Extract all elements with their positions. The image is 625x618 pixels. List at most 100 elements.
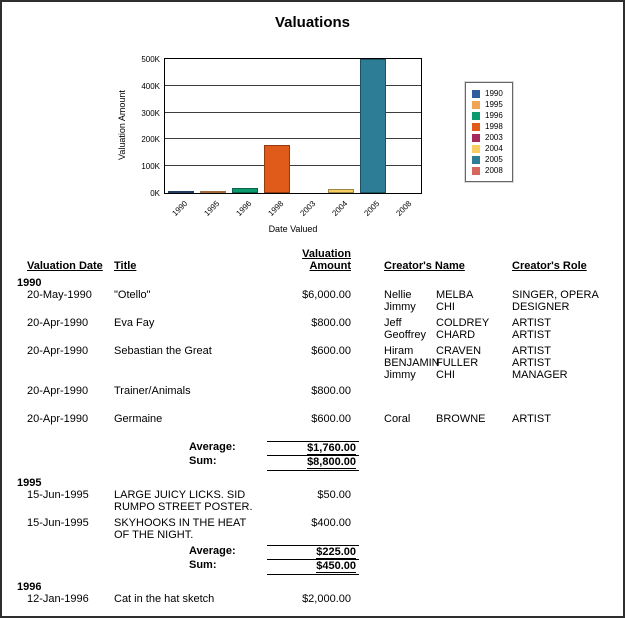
bar-1990 xyxy=(168,191,194,193)
table-row: 15-Jun-1995 SKYHOOKS IN THE HEAT OF THE N… xyxy=(17,517,608,541)
legend-swatch xyxy=(472,166,480,175)
y-axis-title: Valuation Amount xyxy=(117,90,127,160)
cell-creator-roles: ARTIST ARTIST MANAGER xyxy=(512,345,608,381)
creator-last-name: COLDREY xyxy=(436,317,490,329)
cell-valuation-amount: $2,000.00 xyxy=(302,593,351,605)
y-tick-100K: 100K xyxy=(141,162,160,172)
cell-valuation-amount: $600.00 xyxy=(311,413,351,425)
creator-name-line: Hiram CRAVEN xyxy=(384,345,512,357)
legend-label: 2005 xyxy=(485,155,503,164)
creator-role-line: ARTIST xyxy=(512,357,551,369)
cell-creator-names: Nellie MELBA Jimmy CHI xyxy=(384,289,512,313)
legend-item-2004: 2004 xyxy=(472,143,503,154)
sum-value: $8,800.00 xyxy=(267,455,359,471)
legend-item-2003: 2003 xyxy=(472,132,503,143)
group-summary: Average: $225.00 Sum: $450.00 xyxy=(17,545,608,575)
cell-valuation-date: 20-May-1990 xyxy=(27,289,92,301)
legend-label: 1990 xyxy=(485,89,503,98)
cell-valuation-amount: $800.00 xyxy=(311,385,351,397)
y-tick-400K: 400K xyxy=(141,81,160,91)
cell-valuation-date: 15-Jun-1995 xyxy=(27,489,89,501)
header-creator-name: Creator's Name xyxy=(384,260,465,272)
group-year-label: 1995 xyxy=(17,477,42,489)
average-value-text: $1,760.00 xyxy=(307,442,356,455)
legend-label: 2004 xyxy=(485,144,503,153)
creator-name-line: Jeff COLDREY xyxy=(384,317,512,329)
average-row: Average: $1,760.00 xyxy=(17,441,608,455)
table-row: 20-May-1990 "Otello" $6,000.00 Nellie MELBA J… xyxy=(17,289,608,313)
creator-name-line: Nellie MELBA xyxy=(384,289,512,301)
legend-swatch xyxy=(472,89,480,98)
header-valuation-amount: Valuation Amount xyxy=(302,248,351,272)
legend-swatch xyxy=(472,133,480,142)
creator-role-line: SINGER, OPERA xyxy=(512,289,599,301)
average-value: $225.00 xyxy=(267,545,359,559)
sum-label: Sum: xyxy=(189,455,217,467)
legend-label: 1998 xyxy=(485,122,503,131)
creator-role-line: ARTIST xyxy=(512,329,551,341)
cell-creator-names: Coral BROWNE xyxy=(384,413,512,437)
average-value: $1,760.00 xyxy=(267,441,359,455)
y-tick-300K: 300K xyxy=(141,108,160,118)
sum-row: Sum: $450.00 xyxy=(17,559,608,575)
cell-creator-roles xyxy=(512,489,608,513)
cell-creator-roles: ARTIST xyxy=(512,413,608,437)
x-tick-1996: 1996 xyxy=(234,199,254,218)
bar-2004 xyxy=(328,189,354,193)
cell-valuation-amount: $800.00 xyxy=(311,317,351,329)
group-year-label: 1996 xyxy=(17,581,42,593)
cell-creator-roles: ARTIST ARTIST xyxy=(512,317,608,341)
creator-role-line: ARTIST xyxy=(512,345,551,357)
x-tick-1998: 1998 xyxy=(266,199,286,218)
legend-label: 1995 xyxy=(485,100,503,109)
table-row: 15-Jun-1995 LARGE JUICY LICKS. SID RUMPO … xyxy=(17,489,608,513)
legend-item-2005: 2005 xyxy=(472,154,503,165)
creator-last-name: CHI xyxy=(436,301,455,313)
creator-last-name: CHI xyxy=(436,369,455,381)
table-body: 1990 20-May-1990 "Otello" $6,000.00 Nellie ME… xyxy=(17,277,608,616)
y-tick-0K: 0K xyxy=(150,189,160,198)
cell-spacer xyxy=(354,413,384,437)
cell-valuation-date: 20-Apr-1990 xyxy=(27,317,89,329)
cell-creator-roles xyxy=(512,593,608,616)
group-year-label: 1990 xyxy=(17,277,42,289)
x-tick-2008: 2008 xyxy=(394,199,414,218)
creator-role-line: ARTIST xyxy=(512,413,551,425)
sum-row: Sum: $8,800.00 xyxy=(17,455,608,471)
x-tick-2004: 2004 xyxy=(330,199,350,218)
table-row: 20-Apr-1990 Trainer/Animals $800.00 xyxy=(17,385,608,409)
cell-valuation-amount: $600.00 xyxy=(311,345,351,357)
table-row: 12-Jan-1996 Cat in the hat sketch $2,000.0… xyxy=(17,593,608,616)
bar-1998 xyxy=(264,145,290,193)
y-tick-200K: 200K xyxy=(141,135,160,145)
y-tick-500K: 500K xyxy=(141,55,160,64)
creator-name-line: Jimmy CHI xyxy=(384,301,512,313)
legend-swatch xyxy=(472,111,480,120)
creator-role-line: MANAGER xyxy=(512,369,568,381)
cell-creator-names xyxy=(384,385,512,409)
legend-item-1996: 1996 xyxy=(472,110,503,121)
cell-creator-names: Jeff COLDREY Geoffrey CHARD xyxy=(384,317,512,341)
cell-valuation-date: 15-Jun-1995 xyxy=(27,517,89,529)
chart-title: Valuations xyxy=(274,14,351,31)
legend-label: 1996 xyxy=(485,111,503,120)
creator-first-name: Geoffrey xyxy=(384,329,426,341)
cell-title: Cat in the hat sketch xyxy=(114,593,215,605)
cell-valuation-amount: $6,000.00 xyxy=(302,289,351,301)
legend-label: 2003 xyxy=(485,133,503,142)
x-axis-title: Date Valued xyxy=(268,224,318,234)
cell-valuation-date: 20-Apr-1990 xyxy=(27,385,89,397)
cell-creator-names xyxy=(384,593,512,616)
creator-last-name: BROWNE xyxy=(436,413,486,425)
valuations-table: Valuation Date Title Valuation Amount Cr… xyxy=(2,248,623,616)
table-row: 20-Apr-1990 Eva Fay $800.00 Jeff COLDREY Geof… xyxy=(17,317,608,341)
table-row: 20-Apr-1990 Germaine $600.00 Coral BROWNE ART… xyxy=(17,413,608,437)
header-valuation-date: Valuation Date xyxy=(27,260,103,272)
cell-spacer xyxy=(354,289,384,313)
cell-valuation-date: 12-Jan-1996 xyxy=(27,593,89,605)
cell-spacer xyxy=(354,317,384,341)
cell-creator-names xyxy=(384,489,512,513)
table-header-row: Valuation Date Title Valuation Amount Cr… xyxy=(17,248,608,272)
cell-title: "Otello" xyxy=(114,289,151,301)
